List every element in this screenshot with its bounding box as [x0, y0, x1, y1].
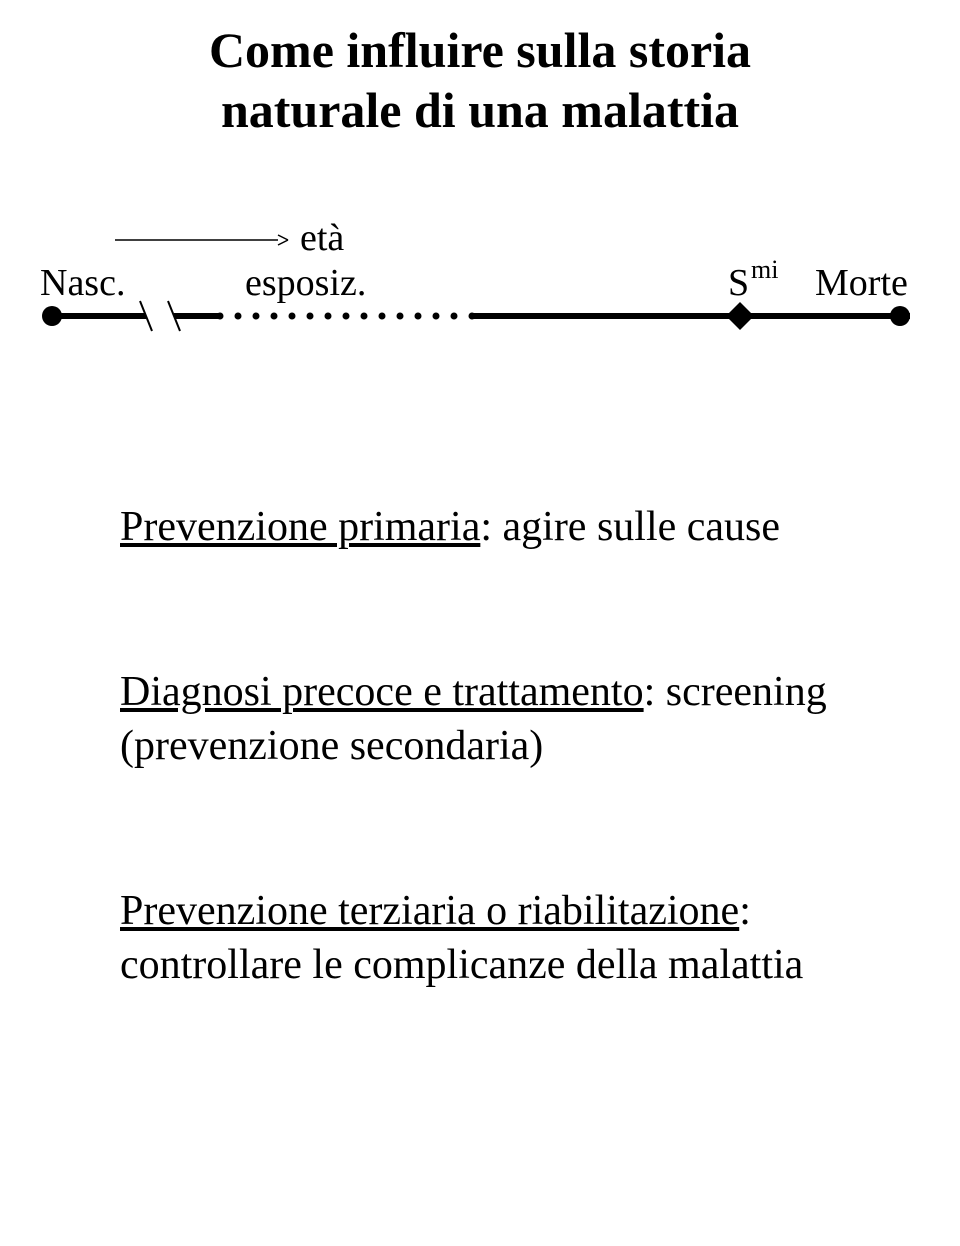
para-underline: Prevenzione terziaria o riabilitazione	[120, 888, 739, 934]
body-text: Prevenzione primaria: agire sulle cause …	[40, 500, 920, 993]
svg-text:Nasc.: Nasc.	[40, 262, 125, 304]
para-underline: Diagnosi precoce e trattamento	[120, 669, 644, 715]
para-diagnosi-precoce: Diagnosi precoce e trattamento: screenin…	[120, 665, 860, 774]
title-line-2: naturale di una malattia	[40, 80, 920, 140]
svg-text:età: età	[300, 217, 344, 259]
timeline-diagram: età Nasc. esposiz. Smi Morte	[40, 180, 920, 380]
timeline-svg: età Nasc. esposiz. Smi Morte	[40, 180, 920, 380]
para-prevenzione-terziaria: Prevenzione terziaria o riabilitazione: …	[120, 884, 860, 993]
para-underline: Prevenzione primaria	[120, 504, 480, 550]
para-prevenzione-primaria: Prevenzione primaria: agire sulle cause	[120, 500, 860, 555]
title-line-1: Come influire sulla storia	[40, 20, 920, 80]
svg-text:mi: mi	[751, 255, 778, 284]
page-title: Come influire sulla storia naturale di u…	[40, 20, 920, 140]
page: Come influire sulla storia naturale di u…	[0, 0, 960, 1246]
svg-text:esposiz.: esposiz.	[245, 262, 366, 304]
svg-text:S: S	[728, 262, 749, 304]
para-rest: : agire sulle cause	[480, 504, 780, 550]
svg-text:Morte: Morte	[815, 262, 908, 304]
